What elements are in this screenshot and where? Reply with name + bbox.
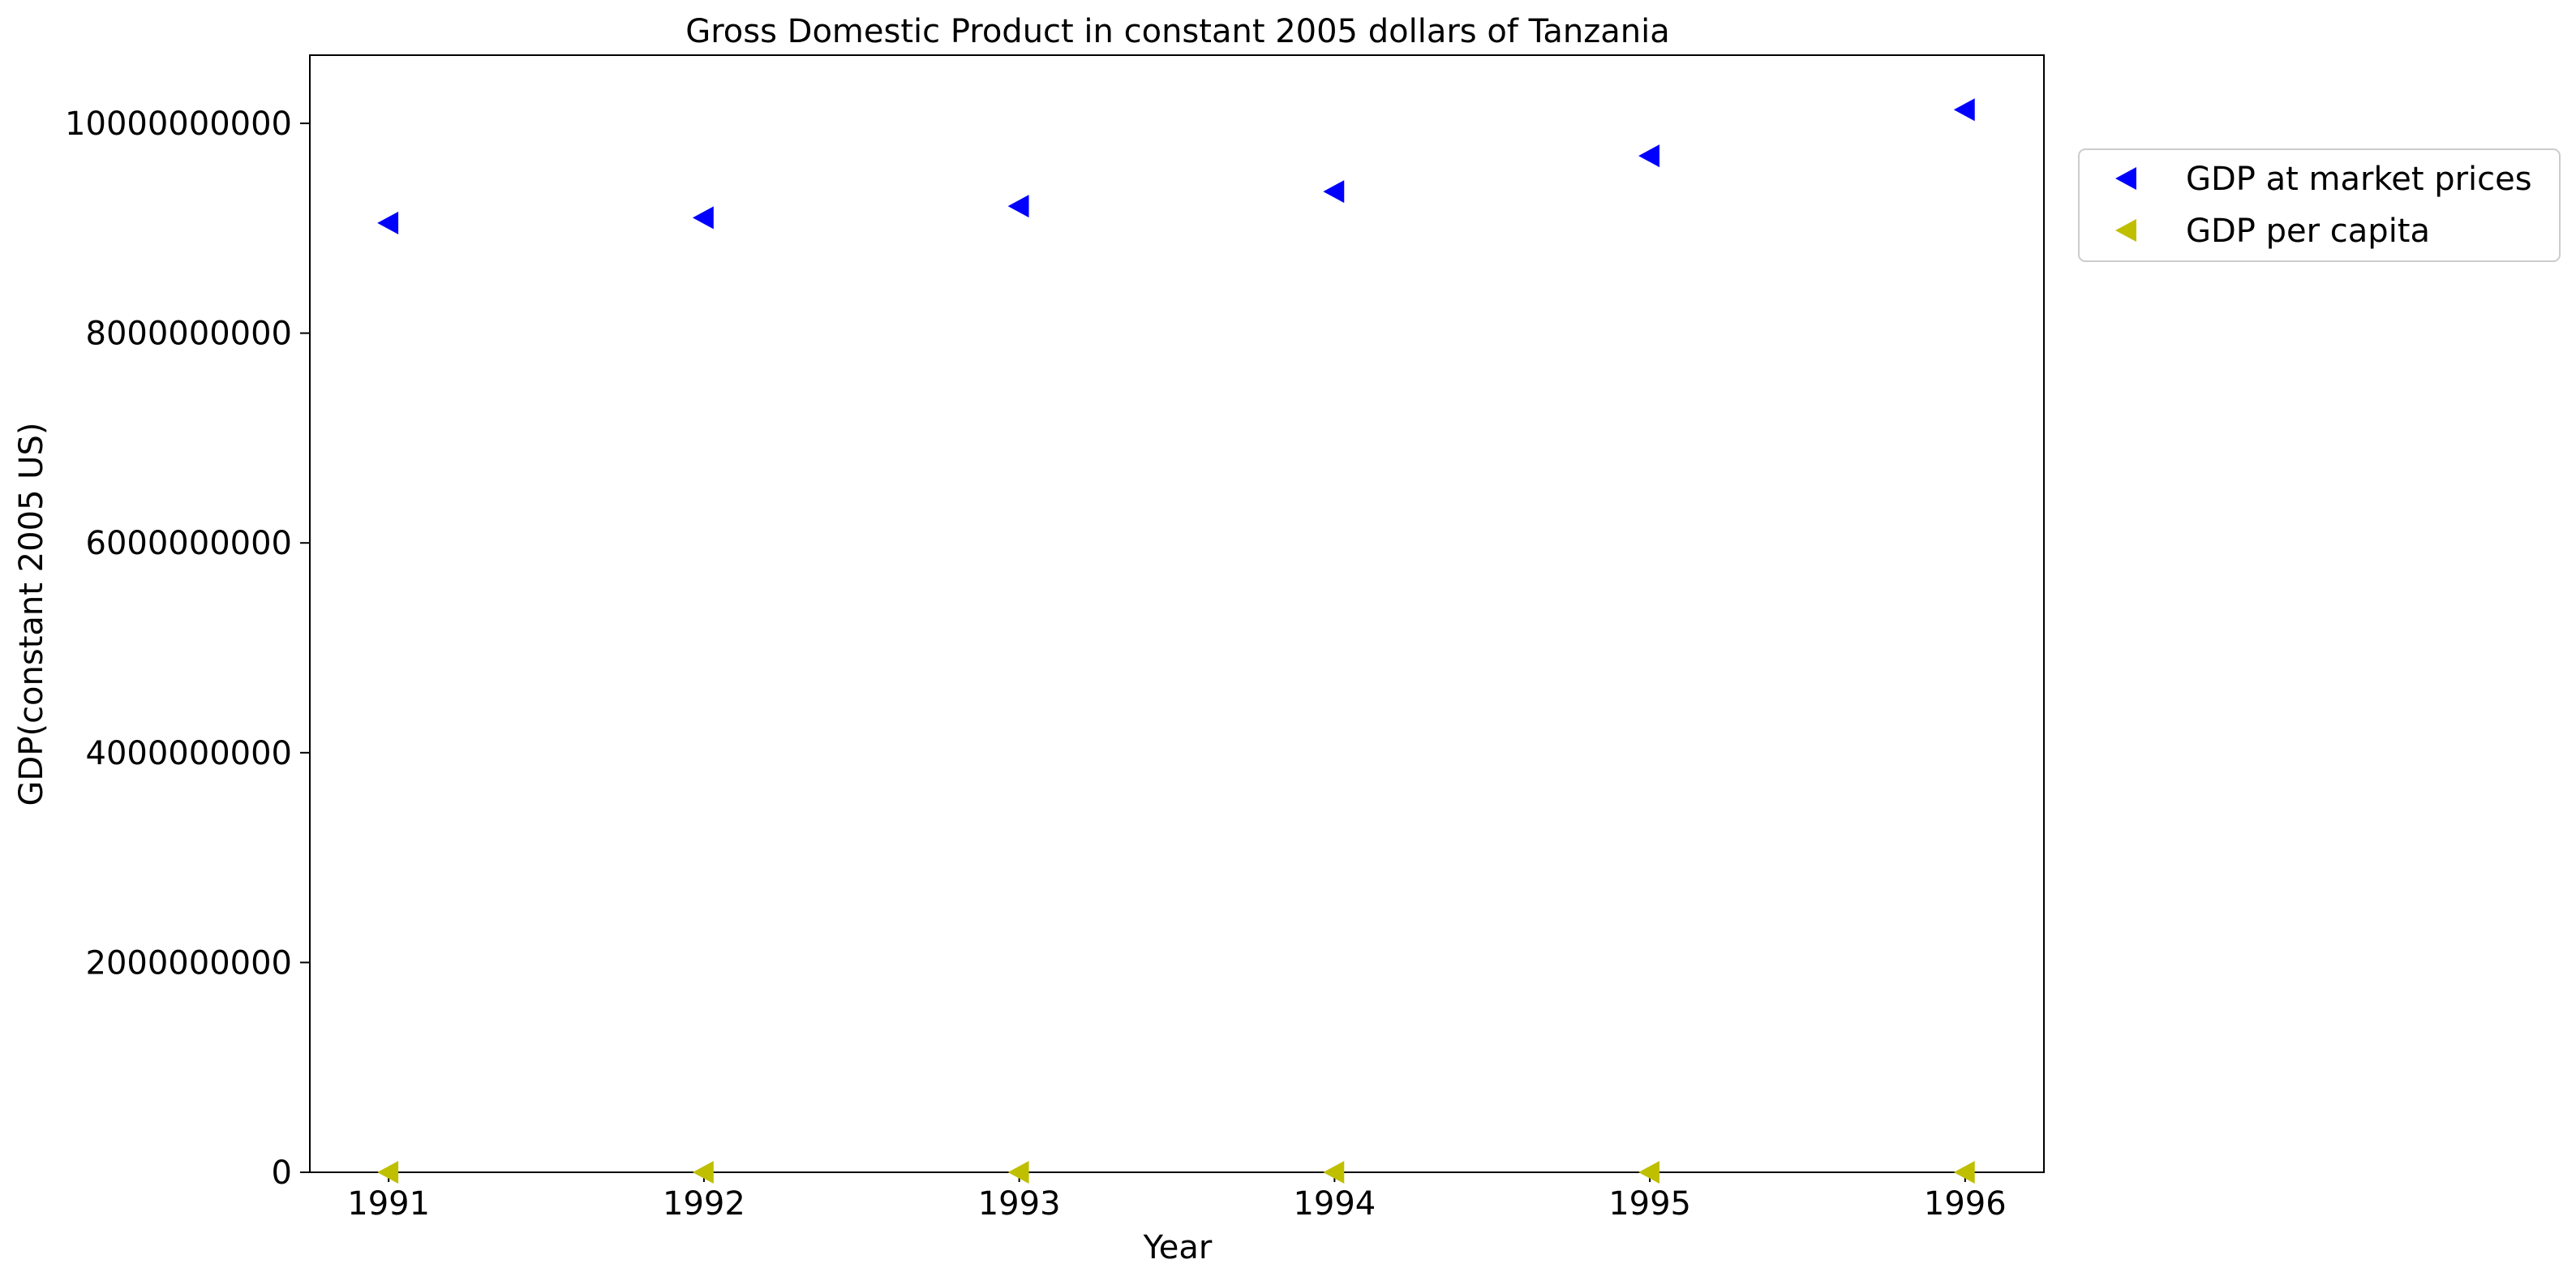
y-axis: 0 2000000000 4000000000 6000000000 800000000… bbox=[65, 105, 310, 1192]
x-axis-label: Year bbox=[1143, 1229, 1213, 1266]
data-point bbox=[377, 211, 399, 234]
data-point bbox=[1953, 98, 1975, 122]
legend-marker bbox=[2115, 167, 2136, 190]
x-tick-label: 1991 bbox=[347, 1185, 430, 1223]
chart-title: Gross Domestic Product in constant 2005 … bbox=[685, 13, 1670, 50]
x-tick-label: 1992 bbox=[663, 1185, 745, 1223]
plot-frame bbox=[309, 54, 2045, 1173]
data-point bbox=[1007, 1161, 1029, 1184]
data-point bbox=[1638, 1161, 1659, 1184]
x-axis: 1991 1992 1993 1994 1995 1996 bbox=[347, 1172, 2007, 1223]
y-axis-label: GDP(constant 2005 US) bbox=[13, 423, 50, 806]
data-point bbox=[1953, 1161, 1975, 1184]
x-tick-label: 1996 bbox=[1924, 1185, 2007, 1223]
series-gdp-per-capita bbox=[377, 1161, 1975, 1184]
data-point bbox=[1007, 195, 1029, 218]
legend: GDP at market prices GDP per capita bbox=[2078, 148, 2561, 262]
y-tick-label: 4000000000 bbox=[86, 735, 293, 772]
data-point bbox=[692, 1161, 714, 1184]
x-tick-label: 1993 bbox=[978, 1185, 1061, 1223]
y-tick-label: 10000000000 bbox=[65, 105, 292, 143]
data-markers bbox=[377, 98, 1975, 1184]
y-tick-label: 0 bbox=[272, 1154, 292, 1192]
y-tick-label: 2000000000 bbox=[86, 944, 293, 982]
legend-label: GDP at market prices bbox=[2186, 161, 2532, 198]
data-point bbox=[1638, 144, 1659, 168]
legend-box bbox=[2078, 148, 2561, 262]
data-point bbox=[1323, 180, 1345, 204]
data-point bbox=[692, 206, 714, 230]
series-gdp-market-prices bbox=[377, 98, 1975, 234]
y-tick-label: 6000000000 bbox=[86, 525, 293, 562]
y-tick-label: 8000000000 bbox=[86, 316, 293, 353]
plot-area bbox=[309, 54, 2045, 1173]
data-point bbox=[1323, 1161, 1345, 1184]
x-tick-label: 1994 bbox=[1293, 1185, 1376, 1223]
legend-label: GDP per capita bbox=[2186, 213, 2430, 250]
legend-marker bbox=[2115, 219, 2136, 242]
x-tick-label: 1995 bbox=[1608, 1185, 1691, 1223]
data-point bbox=[377, 1161, 399, 1184]
